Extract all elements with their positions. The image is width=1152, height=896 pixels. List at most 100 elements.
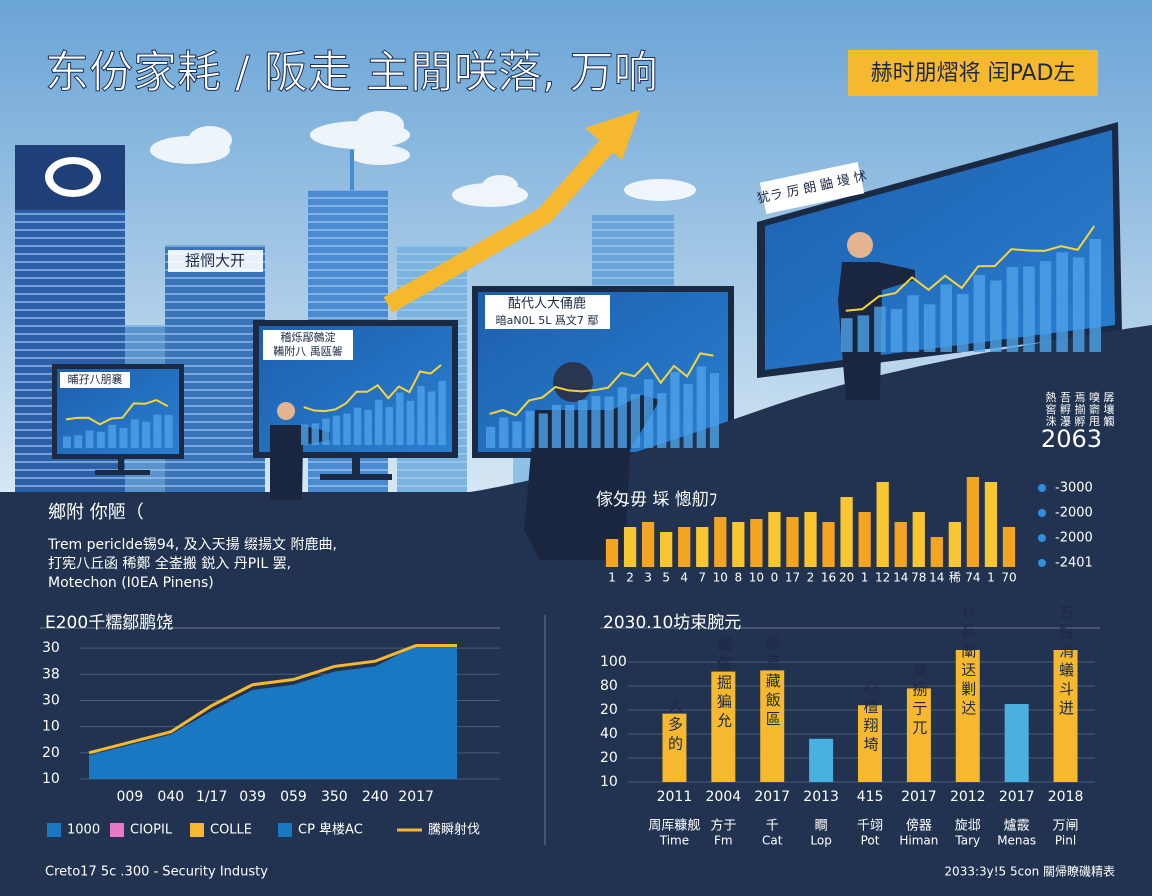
legend-marker — [1038, 484, 1046, 492]
x-tick-label: 1 — [608, 571, 616, 585]
deco-bar — [406, 400, 415, 445]
legend-label: -2000 — [1055, 506, 1093, 521]
x-sublabel: 傍器 — [906, 818, 932, 834]
deco-bar — [709, 373, 720, 448]
y-tick-label: 10 — [42, 719, 60, 735]
monitor-title: 酤代人大俑鹿 — [508, 296, 586, 312]
deco-bar — [578, 400, 588, 448]
bar — [1004, 704, 1029, 782]
x-tick-label: 2017 — [999, 789, 1035, 805]
deco-bar — [956, 293, 969, 352]
badge — [848, 50, 1098, 96]
deco-bar — [353, 407, 362, 445]
deco-bar — [332, 415, 341, 445]
deco-bar — [153, 414, 162, 448]
x-sublabel: 方于 — [710, 818, 736, 834]
legend-label: CIOPIL — [130, 823, 173, 838]
x-tick-label: 稀 — [949, 571, 961, 585]
deco-bar — [890, 309, 903, 352]
x-tick-label: 70 — [1001, 571, 1016, 585]
deco-bar — [96, 431, 105, 448]
x-sublabel: Himan — [899, 834, 938, 848]
x-tick-label: 5 — [662, 571, 670, 585]
x-tick-label: 350 — [321, 789, 348, 805]
x-tick-label: 2017 — [398, 789, 434, 805]
info-lines: Trem periclde锡94, 及入天揚 缀揚文 附鹿曲, 打宪八丘函 稀鄭 … — [47, 536, 337, 591]
x-tick-label: 7 — [698, 571, 706, 585]
deco-bar — [301, 424, 309, 445]
legend-label: -3000 — [1055, 481, 1093, 496]
info-line: Motechon (I0EA Pinens) — [48, 575, 214, 591]
legend-marker — [1038, 559, 1046, 567]
x-tick-label: 74 — [965, 571, 980, 585]
y-tick-label: 40 — [600, 726, 618, 742]
x-sublabel: 万闸 — [1053, 819, 1079, 834]
bar — [948, 522, 961, 567]
deco-bar — [841, 318, 853, 352]
bar — [732, 522, 745, 567]
deco-bar — [874, 306, 886, 352]
deco-bar — [108, 424, 117, 448]
deco-bar — [130, 419, 139, 448]
info-line: Trem periclde锡94, 及入天揚 缀揚文 附鹿曲, — [47, 536, 337, 553]
x-sublabel: Fm — [714, 834, 733, 848]
bar — [1002, 527, 1016, 567]
deco-bar — [417, 386, 425, 445]
bar — [876, 482, 889, 567]
trend-arrow — [383, 134, 619, 313]
bar-text: 万悔涓蟻斗迸 — [1057, 605, 1075, 719]
trend-arrow-head — [585, 110, 640, 160]
deco-line — [303, 364, 442, 413]
x-tick-label: 2018 — [1048, 789, 1084, 805]
label-box — [168, 250, 263, 272]
bar — [678, 527, 691, 567]
legend-label: CP 卑楼AC — [298, 822, 363, 838]
x-tick-label: 3 — [644, 571, 652, 585]
y-tick-label: 20 — [600, 750, 618, 766]
deco-bar — [74, 435, 83, 448]
x-tick-label: 2011 — [657, 789, 693, 805]
bar — [760, 670, 785, 782]
deco-bar — [63, 436, 71, 448]
legend-marker — [1038, 534, 1046, 542]
deco-bar — [85, 430, 94, 448]
bar — [711, 671, 736, 782]
bar — [966, 477, 980, 567]
deco-bar — [385, 406, 393, 445]
info-line: 打宪八丘函 稀鄭 全崟搬 鋭入 丹PIL 罢, — [48, 555, 291, 572]
x-tick-label: 16 — [821, 571, 836, 585]
y-tick-label: 20 — [42, 745, 60, 761]
page-title: 东份家耗 / 阪走 主閒咲落, 万响 — [45, 47, 658, 98]
x-tick-label: 8 — [735, 571, 743, 585]
deco-bar — [630, 394, 641, 448]
deco-bar — [551, 404, 562, 448]
y-tick-label: 30 — [42, 692, 60, 708]
bar — [696, 527, 709, 567]
deco-bar — [486, 426, 496, 448]
deco-line — [65, 398, 169, 426]
bar — [804, 512, 817, 567]
legend-label: 騰瞬射伐 — [428, 822, 480, 838]
monitor-title: 稽烁鄬鵺淀 — [281, 330, 336, 344]
line — [88, 643, 457, 755]
x-sublabel: Cat — [762, 834, 783, 848]
x-tick-label: 0 — [771, 571, 779, 585]
monitor-subtitle: 鞴附八 禹瓯嗧 — [273, 344, 343, 358]
clouds — [150, 111, 696, 207]
chart-title: 2030.10坊束腕元 — [603, 613, 741, 633]
x-tick-label: 009 — [117, 789, 144, 805]
label-box — [263, 330, 353, 360]
bar — [768, 512, 781, 567]
info-title: 鄉附 你陋（ — [48, 502, 144, 523]
deco-bar — [427, 391, 436, 445]
bar — [894, 522, 907, 567]
x-sublabel: 爐霰 — [1004, 819, 1030, 834]
deco-bar — [644, 379, 654, 448]
y-tick-label: 10 — [600, 774, 618, 790]
legend-label: -2401 — [1055, 556, 1093, 571]
deco-bar — [364, 409, 372, 445]
deco-bar — [343, 413, 351, 445]
monitor-title: 晡孖八朋襄 — [68, 372, 123, 386]
deco-bar — [499, 417, 509, 448]
